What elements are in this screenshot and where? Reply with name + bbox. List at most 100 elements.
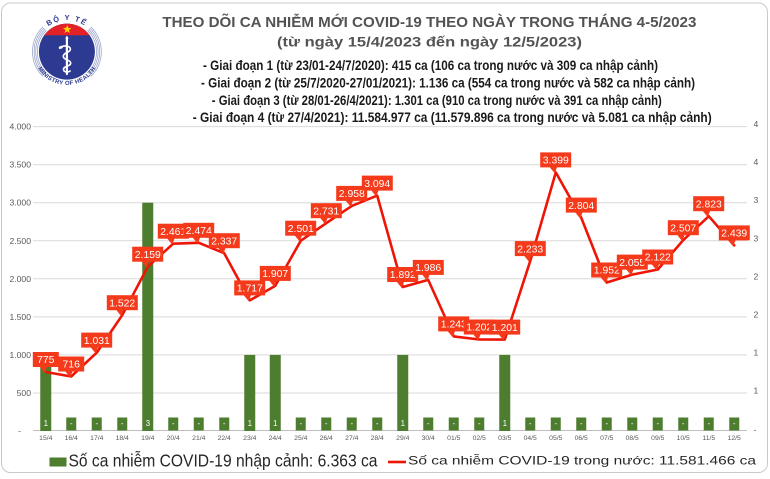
svg-text:1.892: 1.892 [390,270,416,281]
svg-text:1.031: 1.031 [84,336,110,347]
svg-text:2.159: 2.159 [135,250,161,261]
svg-text:08/5: 08/5 [626,435,639,442]
svg-text:3: 3 [754,195,759,205]
svg-text:1.522: 1.522 [109,298,135,309]
svg-text:3.399: 3.399 [543,156,569,167]
svg-text:(từ ngày 15/4/2023 đến ngày 12: (từ ngày 15/4/2023 đến ngày 12/5/2023) [277,35,582,50]
svg-text:2.122: 2.122 [645,253,671,264]
svg-text:02/5: 02/5 [473,435,486,442]
svg-text:1: 1 [248,419,253,428]
svg-text:28/4: 28/4 [371,435,384,442]
svg-text:-: - [376,419,379,428]
svg-text:1.986: 1.986 [415,263,441,274]
svg-text:2: 2 [754,309,759,319]
svg-text:16/4: 16/4 [65,435,78,442]
svg-text:25/4: 25/4 [294,435,307,442]
svg-text:-: - [754,425,757,435]
svg-text:30/4: 30/4 [422,435,435,442]
svg-text:29/4: 29/4 [396,435,409,442]
svg-text:-: - [121,419,124,428]
svg-text:3: 3 [754,233,759,243]
svg-text:15/4: 15/4 [39,435,52,442]
svg-text:2.461: 2.461 [160,227,186,238]
svg-text:Số ca nhiễm COVID-19 trong nướ: Số ca nhiễm COVID-19 trong nước: 11.581.… [408,454,757,467]
svg-text:-: - [70,419,73,428]
svg-text:2.804: 2.804 [568,201,594,212]
svg-text:1.202: 1.202 [466,323,492,334]
svg-text:-: - [18,426,21,436]
svg-text:-: - [682,419,685,428]
svg-text:2.731: 2.731 [313,206,339,217]
svg-text:3.094: 3.094 [364,179,390,190]
svg-text:3.000: 3.000 [9,198,31,208]
svg-text:-: - [580,419,583,428]
svg-text:-: - [350,419,353,428]
svg-text:1: 1 [754,386,759,396]
svg-text:07/5: 07/5 [600,435,613,442]
svg-text:06/5: 06/5 [575,435,588,442]
svg-text:27/4: 27/4 [345,435,358,442]
svg-text:17/4: 17/4 [90,435,103,442]
svg-text:THEO DÕI CA NHIỄM MỚI COVID-19: THEO DÕI CA NHIỄM MỚI COVID-19 THEO NGÀY… [162,13,696,31]
svg-text:2.474: 2.474 [186,226,212,237]
svg-text:24/4: 24/4 [269,435,282,442]
svg-text:-: - [223,419,226,428]
svg-text:2.000: 2.000 [9,274,31,284]
svg-text:-: - [427,419,430,428]
svg-text:-: - [172,419,175,428]
svg-text:716: 716 [63,360,81,371]
svg-text:-: - [631,419,634,428]
svg-text:- Giai đoạn 3 (từ 28/01-26/4/2: - Giai đoạn 3 (từ 28/01-26/4/2021): 1.30… [212,93,662,108]
svg-text:05/5: 05/5 [549,435,562,442]
svg-text:1.717: 1.717 [237,284,263,295]
svg-text:12/5: 12/5 [728,435,741,442]
svg-text:775: 775 [37,355,55,366]
svg-text:1: 1 [44,419,49,428]
svg-text:2.500: 2.500 [9,236,31,246]
svg-text:26/4: 26/4 [320,435,333,442]
svg-text:2.337: 2.337 [211,236,237,247]
svg-text:04/5: 04/5 [524,435,537,442]
svg-text:-: - [605,419,608,428]
svg-text:21/4: 21/4 [192,435,205,442]
svg-text:2.823: 2.823 [696,199,722,210]
svg-text:-: - [529,419,532,428]
svg-text:1: 1 [273,419,278,428]
svg-text:-: - [299,419,302,428]
svg-text:-: - [452,419,455,428]
svg-text:01/5: 01/5 [447,435,460,442]
svg-text:4.000: 4.000 [9,122,31,132]
svg-text:2.233: 2.233 [517,244,543,255]
svg-text:2.958: 2.958 [339,189,365,200]
svg-text:1.000: 1.000 [9,350,31,360]
svg-text:23/4: 23/4 [243,435,256,442]
svg-text:-: - [197,419,200,428]
svg-text:- Giai đoạn 2 (từ 25/7/2020-27: - Giai đoạn 2 (từ 25/7/2020-27/01/2021):… [201,76,695,91]
svg-text:1: 1 [503,419,508,428]
svg-text:Số ca nhiễm COVID-19 nhập cảnh: Số ca nhiễm COVID-19 nhập cảnh: 6.363 ca [69,450,378,470]
svg-text:2.507: 2.507 [670,223,696,234]
svg-text:18/4: 18/4 [116,435,129,442]
svg-text:2: 2 [754,271,759,281]
svg-text:1.952: 1.952 [594,266,620,277]
svg-text:20/4: 20/4 [167,435,180,442]
svg-text:-: - [656,419,659,428]
svg-text:1.907: 1.907 [262,269,288,280]
svg-text:3: 3 [146,419,151,428]
svg-text:-: - [95,419,98,428]
svg-text:19/4: 19/4 [141,435,154,442]
svg-text:1.500: 1.500 [9,312,31,322]
svg-text:3.500: 3.500 [9,160,31,170]
svg-text:1.243: 1.243 [441,320,467,331]
svg-text:- Giai đoạn 4 (từ 27/4/2021):: - Giai đoạn 4 (từ 27/4/2021): 11.584.977… [193,110,712,125]
svg-text:-: - [554,419,557,428]
svg-text:03/5: 03/5 [498,435,511,442]
svg-text:- Giai đoạn 1 (từ 23/01-24/7/2: - Giai đoạn 1 (từ 23/01-24/7/2020): 415 … [203,58,658,73]
svg-text:10/5: 10/5 [677,435,690,442]
svg-text:1: 1 [401,419,406,428]
svg-text:-: - [733,419,736,428]
svg-text:-: - [707,419,710,428]
svg-text:-: - [325,419,328,428]
svg-text:-: - [478,419,481,428]
svg-text:1.201: 1.201 [492,323,518,334]
